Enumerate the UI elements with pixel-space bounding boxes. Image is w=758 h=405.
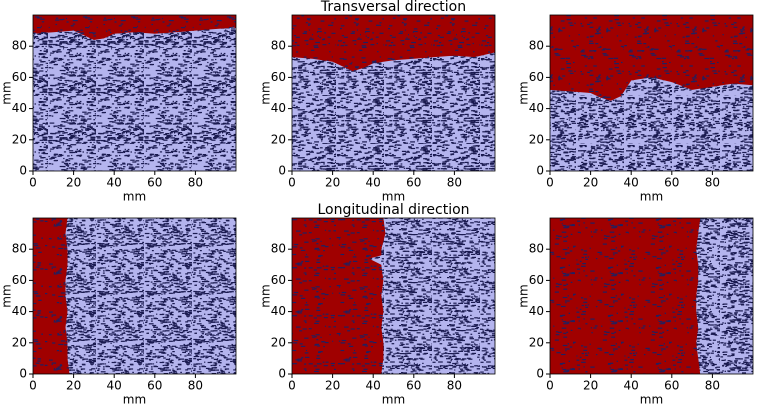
y-axis-label: mm (0, 284, 14, 307)
axes-frame (549, 14, 754, 172)
x-tick-label: 20 (583, 379, 598, 393)
x-tick-label: 20 (325, 176, 340, 190)
y-tick-label: 40 (271, 304, 286, 318)
y-axis-label: mm (517, 81, 531, 104)
y-tick-label: 20 (12, 335, 27, 349)
axes-frame (291, 14, 496, 172)
y-tick-label: 40 (12, 304, 27, 318)
front-region (292, 218, 386, 374)
y-tick-label: 0 (19, 367, 27, 381)
y-tick-label: 0 (536, 367, 544, 381)
front-region (550, 15, 753, 101)
y-tick-label: 0 (278, 367, 286, 381)
x-tick-label: 0 (29, 176, 37, 190)
y-tick-label: 0 (278, 164, 286, 178)
y-tick-label: 60 (529, 273, 544, 287)
x-axis-label: mm (123, 190, 146, 204)
x-tick-label: 80 (188, 176, 203, 190)
x-tick-label: 80 (705, 176, 720, 190)
axes-frame (291, 217, 496, 375)
x-tick-label: 0 (288, 176, 296, 190)
map-background (33, 15, 236, 171)
y-tick-label: 60 (271, 70, 286, 84)
y-tick-label: 80 (529, 242, 544, 256)
x-tick-label: 20 (583, 176, 598, 190)
y-tick-label: 80 (271, 39, 286, 53)
y-tick-label: 20 (271, 335, 286, 349)
y-tick-label: 60 (271, 273, 286, 287)
y-tick-label: 0 (536, 164, 544, 178)
x-tick-label: 0 (29, 379, 37, 393)
x-axis-label: mm (382, 190, 405, 204)
axes-frame (32, 217, 237, 375)
y-tick-label: 40 (12, 101, 27, 115)
x-tick-label: 40 (107, 176, 122, 190)
x-tick-label: 20 (66, 176, 81, 190)
x-tick-label: 60 (147, 379, 162, 393)
front-region (292, 15, 495, 72)
y-tick-label: 20 (529, 335, 544, 349)
y-axis-label: mm (0, 81, 14, 104)
y-tick-label: 20 (12, 132, 27, 146)
front-region (550, 218, 701, 374)
front-region (33, 15, 236, 40)
y-tick-label: 80 (12, 39, 27, 53)
x-tick-label: 0 (546, 379, 554, 393)
x-tick-label: 60 (406, 379, 421, 393)
x-tick-label: 80 (705, 379, 720, 393)
front-region (33, 218, 70, 374)
x-tick-label: 0 (288, 379, 296, 393)
y-tick-label: 40 (529, 101, 544, 115)
x-tick-label: 40 (624, 176, 639, 190)
x-tick-label: 0 (546, 176, 554, 190)
x-tick-label: 40 (366, 176, 381, 190)
panel-title: Transversal direction (320, 0, 466, 15)
y-tick-label: 40 (271, 101, 286, 115)
y-tick-label: 60 (12, 70, 27, 84)
x-tick-label: 60 (664, 379, 679, 393)
x-tick-label: 60 (406, 176, 421, 190)
x-tick-label: 60 (147, 176, 162, 190)
y-axis-label: mm (517, 284, 531, 307)
y-tick-label: 20 (529, 132, 544, 146)
y-tick-label: 80 (271, 242, 286, 256)
x-axis-label: mm (640, 393, 663, 405)
x-tick-label: 40 (366, 379, 381, 393)
y-tick-label: 0 (19, 164, 27, 178)
x-tick-label: 40 (107, 379, 122, 393)
x-tick-label: 60 (664, 176, 679, 190)
y-tick-label: 80 (12, 242, 27, 256)
y-axis-label: mm (259, 284, 273, 307)
axes-frame (549, 217, 754, 375)
x-tick-label: 40 (624, 379, 639, 393)
x-axis-label: mm (123, 393, 146, 405)
y-tick-label: 20 (271, 132, 286, 146)
x-axis-label: mm (382, 393, 405, 405)
y-tick-label: 60 (12, 273, 27, 287)
x-tick-label: 20 (325, 379, 340, 393)
x-tick-label: 80 (188, 379, 203, 393)
y-tick-label: 80 (529, 39, 544, 53)
axes-frame (32, 14, 237, 172)
x-tick-label: 80 (447, 176, 462, 190)
panel-title: Longitudinal direction (317, 202, 469, 218)
x-axis-label: mm (640, 190, 663, 204)
y-axis-label: mm (259, 81, 273, 104)
y-tick-label: 60 (529, 70, 544, 84)
x-tick-label: 20 (66, 379, 81, 393)
x-tick-label: 80 (447, 379, 462, 393)
y-tick-label: 40 (529, 304, 544, 318)
